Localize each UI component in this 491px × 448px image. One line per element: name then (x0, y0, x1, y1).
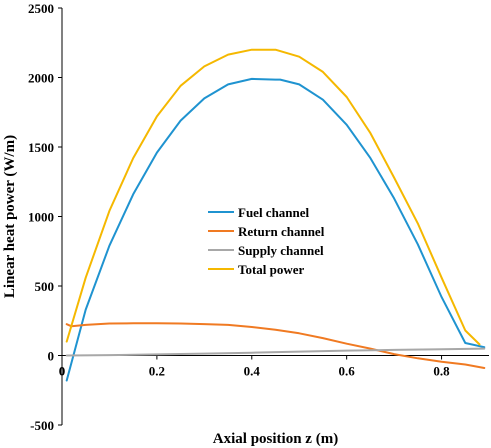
y-tick-label: 500 (35, 279, 55, 294)
legend-label-supply-channel: Supply channel (238, 243, 324, 258)
x-axis-title: Axial position z (m) (213, 431, 338, 447)
series-line-supply-channel (65, 347, 486, 357)
axes: 2500 2000 1500 1000 500 0 -500 0 0.2 0.4 0.6 0.8 (28, 1, 489, 433)
series-layer (65, 48, 486, 382)
x-tick-label: 0.6 (339, 364, 356, 379)
series-line-total-power (65, 48, 481, 346)
legend-label-return-channel: Return channel (238, 224, 325, 239)
y-tick-label: 0 (48, 349, 55, 364)
legend-label-fuel-channel: Fuel channel (238, 205, 310, 220)
y-tick-label: 1500 (28, 140, 54, 155)
y-tick-label: -500 (30, 418, 54, 433)
y-axis-title: Linear heat power (W/m) (2, 135, 18, 298)
legend-label-total-power: Total power (238, 262, 305, 277)
series-line-fuel-channel (65, 77, 486, 382)
y-tick-label: 2000 (28, 71, 54, 86)
x-tick-label: 0.8 (433, 364, 450, 379)
x-tick-label: 0.2 (149, 364, 165, 379)
x-tick-label: 0 (59, 364, 66, 379)
y-tick-label: 2500 (28, 1, 54, 16)
x-tick-label: 0.4 (244, 364, 261, 379)
legend: Fuel channel Return channel Supply channel… (208, 205, 325, 277)
y-tick-label: 1000 (28, 210, 54, 225)
series-line-return-channel (65, 322, 486, 369)
